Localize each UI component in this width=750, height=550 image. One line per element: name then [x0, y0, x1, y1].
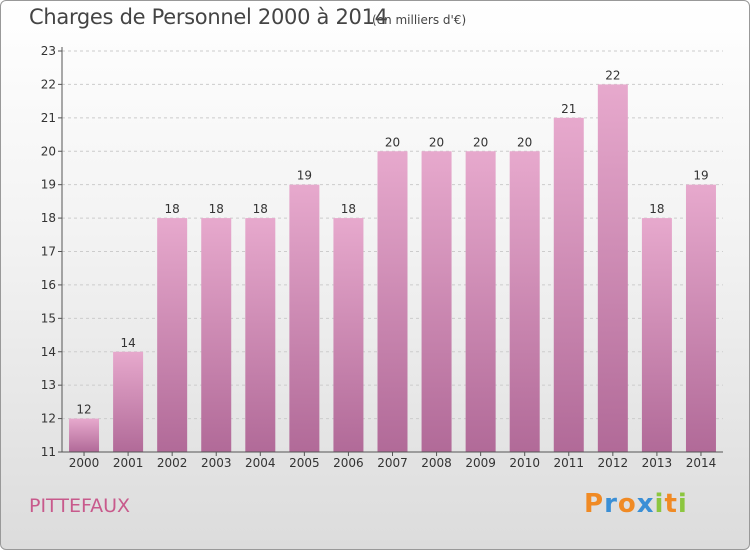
y-tick-label: 19 [41, 178, 56, 192]
bar-value-label: 18 [253, 202, 268, 216]
logo-letter: i [654, 489, 665, 519]
bar-2002 [157, 218, 188, 452]
bar-2001 [113, 351, 144, 452]
x-tick-label: 2001 [113, 456, 144, 470]
x-tick-label: 2002 [157, 456, 188, 470]
y-tick-label: 11 [41, 445, 56, 459]
bar-2011 [553, 117, 584, 452]
bar-value-label: 18 [649, 202, 664, 216]
x-tick-label: 2010 [509, 456, 540, 470]
x-tick-label: 2008 [421, 456, 452, 470]
bar-2012 [597, 84, 628, 453]
y-tick-label: 21 [41, 111, 56, 125]
x-tick-label: 2009 [465, 456, 496, 470]
bar-value-label: 22 [605, 68, 620, 82]
bar-2009 [465, 151, 496, 452]
x-tick-label: 2000 [69, 456, 100, 470]
x-tick-label: 2013 [642, 456, 673, 470]
y-tick-label: 13 [41, 378, 56, 392]
bar-2013 [641, 218, 672, 452]
commune-name: PITTEFAUX [29, 495, 131, 517]
x-tick-label: 2006 [333, 456, 364, 470]
x-tick-label: 2011 [553, 456, 584, 470]
logo-letter: i [677, 489, 688, 519]
bar-2014 [685, 184, 716, 452]
bar-value-label: 20 [517, 135, 532, 149]
bar-value-label: 19 [297, 169, 312, 183]
bar-value-label: 21 [561, 102, 576, 116]
y-tick-label: 18 [41, 211, 56, 225]
y-tick-label: 17 [41, 245, 56, 259]
bar-value-label: 20 [473, 135, 488, 149]
bar-2008 [421, 151, 452, 452]
proxiti-logo: Proxiti [584, 489, 688, 519]
logo-letter: r [604, 489, 618, 519]
y-tick-label: 14 [41, 345, 56, 359]
bar-value-label: 14 [120, 336, 135, 350]
logo-letter: P [584, 489, 605, 519]
x-tick-label: 2007 [377, 456, 408, 470]
x-tick-label: 2014 [686, 456, 717, 470]
logo-letter: t [664, 489, 678, 519]
bar-2010 [509, 151, 540, 452]
bar-2006 [333, 218, 364, 452]
x-tick-label: 2005 [289, 456, 320, 470]
y-tick-label: 12 [41, 412, 56, 426]
logo-letter: x [636, 489, 655, 519]
bar-value-label: 20 [385, 135, 400, 149]
y-tick-label: 20 [41, 144, 56, 158]
bar-2003 [201, 218, 232, 452]
bar-value-label: 12 [76, 403, 91, 417]
y-tick-label: 22 [41, 77, 56, 91]
chart-subtitle: (en milliers d'€) [372, 13, 467, 27]
logo-letter: o [617, 489, 637, 519]
bar-value-label: 18 [209, 202, 224, 216]
x-tick-label: 2012 [598, 456, 629, 470]
bar-value-label: 18 [341, 202, 356, 216]
bar-value-label: 20 [429, 135, 444, 149]
bar-2005 [289, 184, 320, 452]
bar-2007 [377, 151, 408, 452]
y-tick-label: 23 [41, 44, 56, 58]
y-tick-label: 16 [41, 278, 56, 292]
chart-title: Charges de Personnel 2000 à 2014 [29, 5, 388, 29]
y-tick-label: 15 [41, 311, 56, 325]
bar-value-label: 18 [165, 202, 180, 216]
bar-2004 [245, 218, 276, 452]
x-tick-label: 2003 [201, 456, 232, 470]
bar-value-label: 19 [693, 169, 708, 183]
x-tick-label: 2004 [245, 456, 276, 470]
bar-2000 [69, 418, 100, 452]
